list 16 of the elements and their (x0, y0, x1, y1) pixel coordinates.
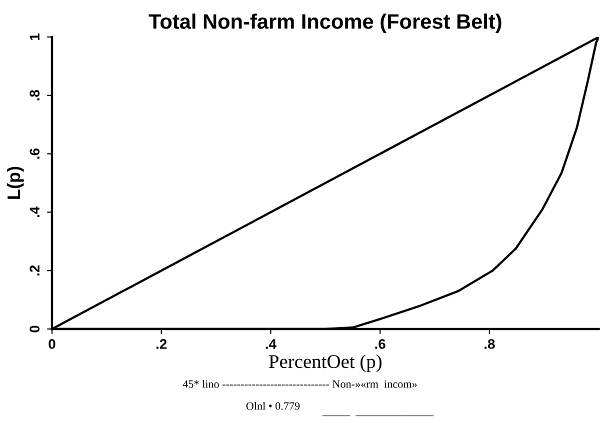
y-tick-label: 1 (30, 34, 40, 40)
y-axis-title: L(p) (6, 166, 24, 199)
x-tick-label: .8 (484, 339, 495, 349)
x-tick-label: .6 (375, 339, 386, 349)
text: Olnl • 0.779 (246, 402, 300, 410)
chart-title: Total Non-farm Income (Forest Belt) (148, 14, 502, 33)
x-tick-label: 0 (48, 339, 56, 349)
y-tick-label: .6 (30, 148, 40, 159)
y-tick-label: .8 (30, 90, 40, 100)
x-tick-label: .4 (266, 339, 276, 349)
y-tick-label: .4 (30, 206, 40, 218)
y-tick-label: .2 (30, 265, 40, 276)
x-axis-title: PercentOet (p) (269, 354, 382, 372)
x-tick-label: .2 (156, 339, 167, 349)
y-tick-label: 0 (30, 326, 40, 332)
text: 45* lino ----------------------------- Non-»«rm incom» (182, 380, 417, 388)
